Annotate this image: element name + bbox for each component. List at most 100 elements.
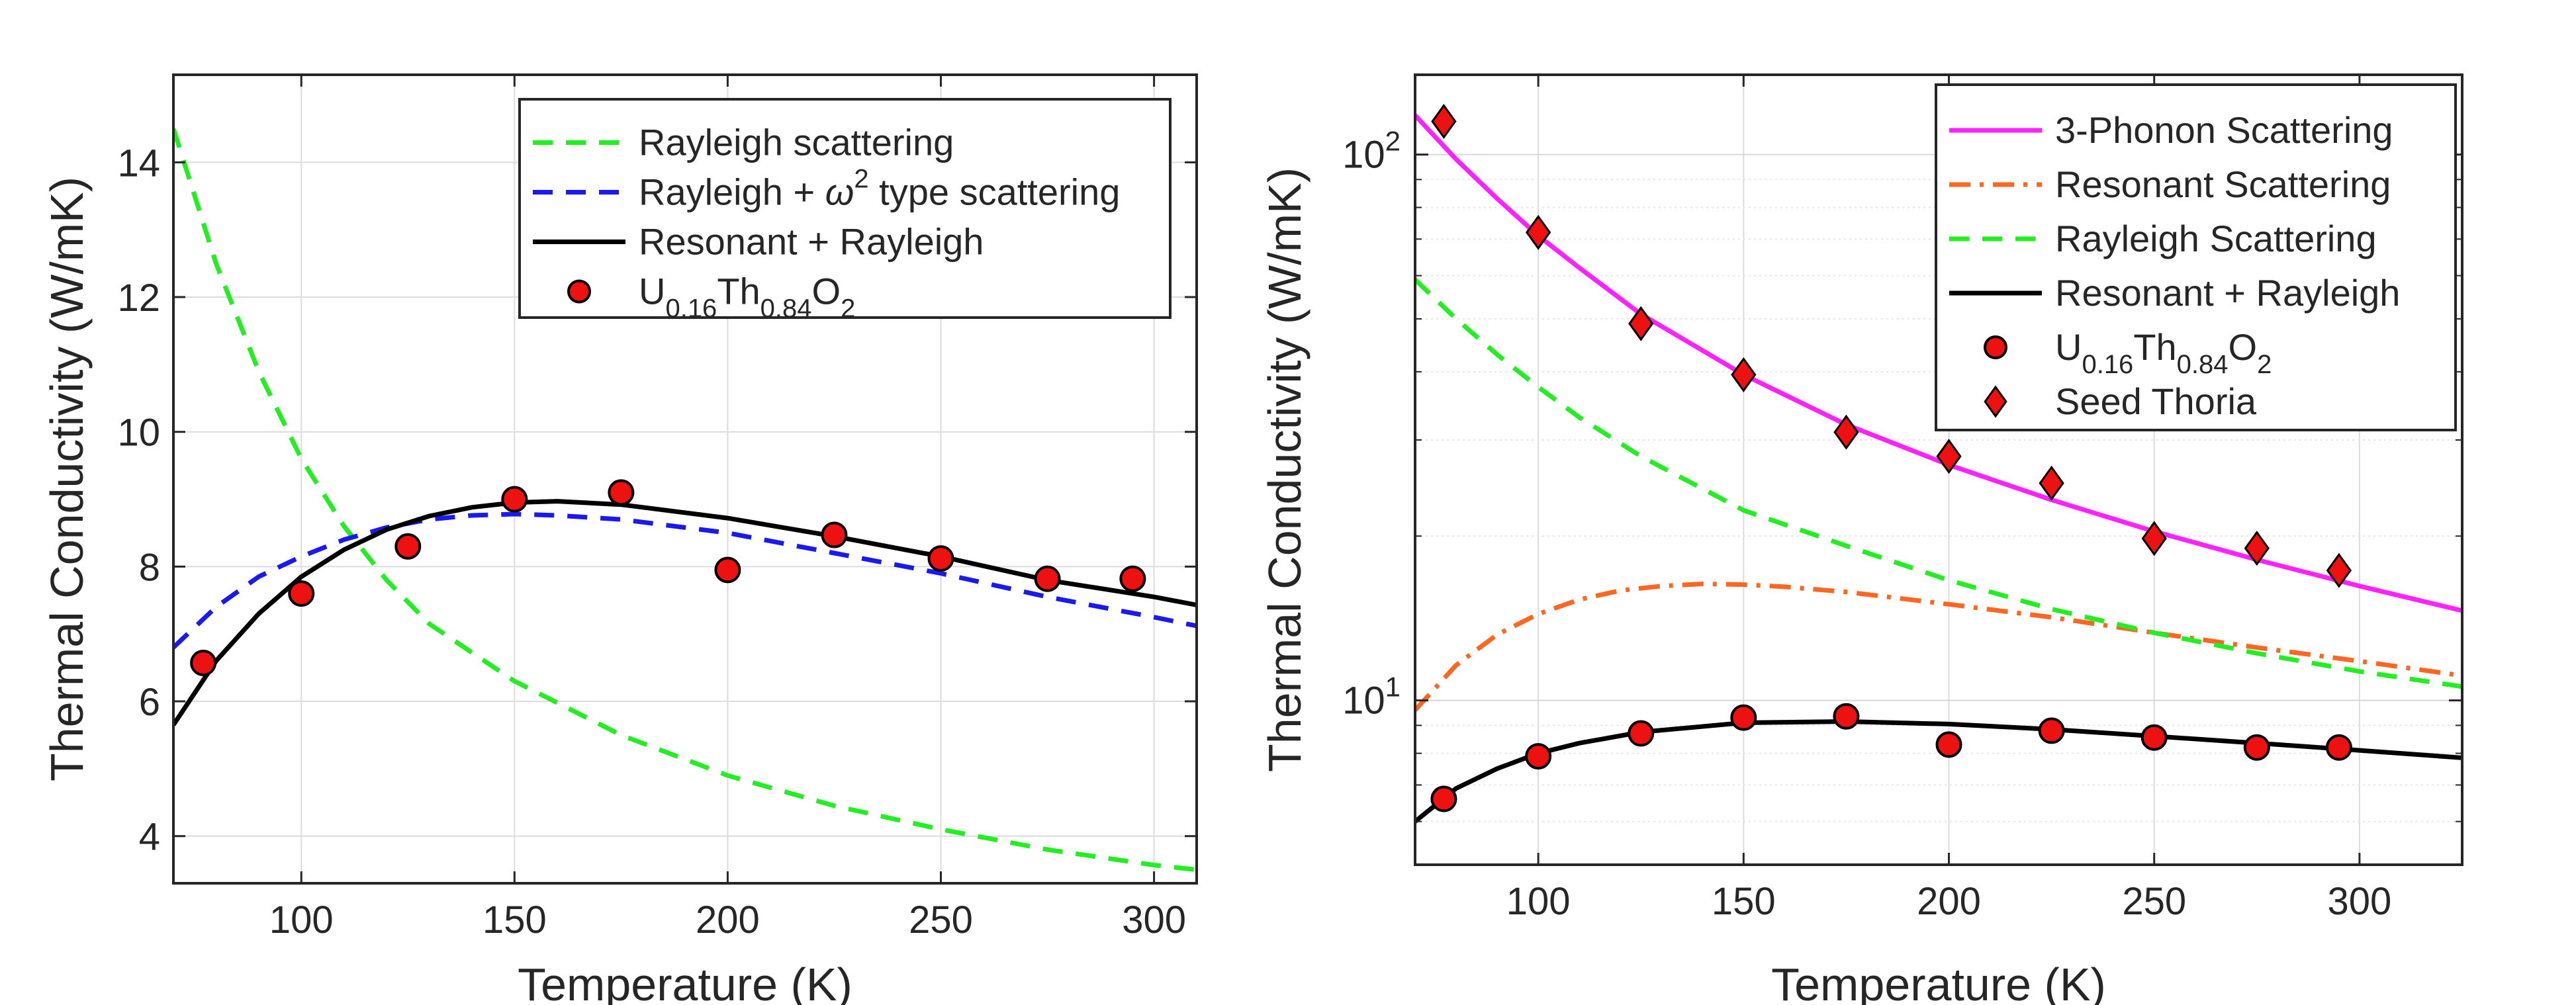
legend-subscript: 0.16 — [665, 294, 717, 324]
x-tick-label: 150 — [483, 898, 547, 941]
y-tick-label: 10 — [117, 412, 160, 455]
data-point-diamond — [2244, 531, 2270, 566]
data-point-circle — [2038, 717, 2065, 744]
data-point-circle — [1119, 565, 1146, 592]
data-point-circle — [1935, 731, 1962, 758]
legend-label: U0.16Th0.84O2 — [2055, 326, 2272, 379]
y-tick-label: 12 — [117, 277, 160, 320]
legend-item-0: Rayleigh scattering — [533, 122, 954, 163]
data-point-circle — [1628, 720, 1655, 747]
data-point-circle — [1034, 565, 1061, 592]
legend-swatch-circle — [567, 279, 591, 304]
data-point-circle — [1730, 704, 1757, 731]
legend-box — [1935, 83, 2457, 431]
data-point-diamond — [1628, 306, 1654, 341]
y-tick-label: 102 — [1342, 126, 1401, 177]
legend-subscript: 0.16 — [2082, 350, 2133, 379]
legend-label: Rayleigh + ω2 type scattering — [639, 165, 1120, 213]
legend-subscript: 2 — [2257, 350, 2272, 379]
data-point-diamond — [2326, 552, 2352, 588]
data-point-circle — [608, 479, 635, 506]
legend-text: type scattering — [869, 171, 1121, 213]
legend-label: Resonant + Rayleigh — [639, 221, 984, 263]
legend-label: 3-Phonon Scattering — [2055, 109, 2393, 151]
data-point-diamond — [1833, 414, 1859, 450]
legend-omega: ω — [825, 171, 854, 213]
data-point-circle — [1833, 703, 1860, 730]
series-line-1 — [173, 511, 1197, 650]
x-tick-label: 100 — [269, 898, 334, 941]
x-tick-label: 200 — [1917, 880, 1981, 923]
axes-frame — [172, 73, 1198, 885]
legend: 3-Phonon Scattering Resonant Scattering Ra… — [1935, 83, 2457, 431]
x-axis-label: Temperature (K) — [1771, 959, 2106, 1005]
data-point-circle — [394, 533, 422, 560]
data-point-circle — [2140, 724, 2168, 751]
y-tick-label: 6 — [139, 681, 160, 724]
y-axis-label: Thermal Conductivity (W/mK) — [41, 177, 93, 781]
legend-label: Seed Thoria — [2055, 380, 2257, 422]
data-point-circle — [190, 650, 217, 677]
legend-subscript: 2 — [841, 294, 855, 324]
legend-subscript: 0.84 — [760, 294, 812, 324]
data-point-diamond — [1731, 357, 1757, 392]
legend-item-1: Resonant Scattering — [1949, 163, 2391, 205]
x-tick-label: 250 — [2122, 880, 2186, 923]
series-layer — [173, 128, 1197, 873]
x-tick-label: 250 — [909, 898, 973, 941]
legend-swatch-diamond — [1984, 385, 2007, 418]
legend-label: Resonant + Rayleigh — [2055, 272, 2400, 314]
data-point-diamond — [1431, 103, 1457, 140]
x-tick-label: 100 — [1506, 880, 1571, 923]
legend-label: U0.16Th0.84O2 — [639, 271, 855, 324]
legend-item-1: Rayleigh + ω2 type scattering — [533, 165, 1120, 213]
legend-subscript: 0.84 — [2177, 350, 2229, 379]
legend-item-4: U0.16Th0.84O2 — [1984, 326, 2272, 379]
y-tick-label: 101 — [1342, 672, 1401, 722]
legend-item-2: Resonant + Rayleigh — [533, 221, 984, 263]
data-point-circle — [2243, 734, 2270, 761]
data-point-diamond — [2141, 521, 2167, 556]
data-point-circle — [821, 521, 848, 548]
series-line-3 — [1415, 719, 2462, 824]
legend-item-2: Rayleigh Scattering — [1949, 218, 2377, 259]
x-tick-label: 200 — [696, 898, 760, 941]
legend-item-5: Seed Thoria — [1984, 380, 2257, 422]
y-tick-exponent: 2 — [1385, 126, 1401, 157]
x-tick-label: 150 — [1712, 880, 1776, 923]
data-point-circle — [288, 580, 315, 607]
data-point-circle — [714, 556, 741, 584]
legend-text: Th — [2133, 326, 2176, 368]
left-chart: 100 150 200 250 300 4 6 8 10 12 14 Temperature (K) T… — [41, 73, 1198, 1005]
x-tick-label: 300 — [2328, 880, 2392, 923]
data-point-circle — [1430, 785, 1457, 812]
series-layer — [1415, 103, 2462, 824]
x-axis-label: Temperature (K) — [518, 959, 852, 1005]
y-tick-base: 10 — [1342, 679, 1385, 722]
data-point-diamond — [2039, 465, 2064, 501]
legend-label: Resonant Scattering — [2055, 163, 2391, 205]
y-tick-exponent: 1 — [1385, 672, 1401, 703]
series-line-0 — [173, 128, 1197, 873]
legend-swatch-circle — [1984, 335, 2007, 359]
data-point-circle — [2325, 734, 2352, 761]
legend-item-0: 3-Phonon Scattering — [1949, 109, 2393, 151]
legend-superscript: 2 — [854, 165, 868, 194]
series-line-0 — [1415, 113, 2462, 613]
legend-text: Rayleigh + — [639, 171, 825, 213]
legend-item-3: U0.16Th0.84O2 — [567, 271, 855, 324]
legend-text: O — [812, 271, 841, 312]
x-tick-label: 300 — [1122, 898, 1186, 941]
legend-item-3: Resonant + Rayleigh — [1949, 272, 2400, 314]
legend-box — [518, 98, 1172, 319]
y-tick-base: 10 — [1342, 134, 1385, 177]
legend-text: U — [2055, 326, 2082, 368]
data-point-circle — [501, 486, 528, 513]
legend-label: Rayleigh scattering — [639, 122, 954, 163]
legend-text: U — [639, 271, 665, 312]
y-tick-label: 8 — [139, 546, 160, 589]
data-point-diamond — [1525, 214, 1551, 250]
